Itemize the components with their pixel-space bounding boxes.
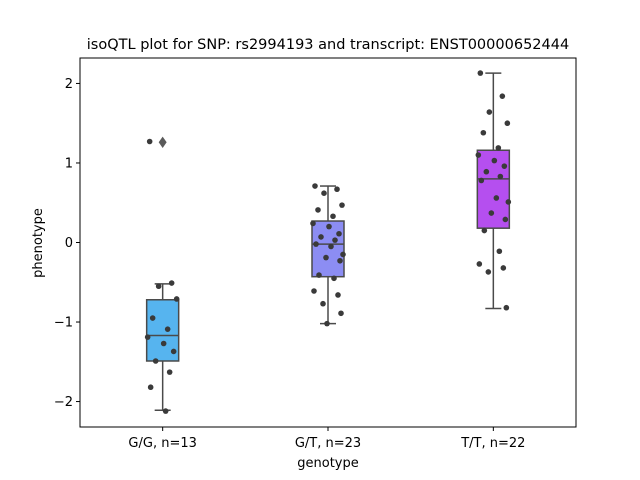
- box-group: [145, 136, 180, 412]
- y-tick-label: −1: [54, 316, 73, 331]
- y-tick-label: −2: [54, 395, 73, 410]
- data-point: [336, 230, 342, 237]
- data-point: [173, 296, 180, 302]
- data-point: [499, 93, 506, 99]
- y-axis-label: phenotype: [31, 208, 46, 278]
- data-point: [338, 310, 344, 317]
- x-tick-label: G/T, n=23: [295, 436, 361, 451]
- data-point: [323, 254, 329, 261]
- data-point: [316, 272, 322, 278]
- outlier-marker: [158, 136, 167, 148]
- data-point: [505, 199, 512, 205]
- data-point: [164, 326, 171, 332]
- data-point: [480, 129, 487, 136]
- x-axis: G/G, n=13 G/T, n=23 T/T, n=22: [128, 427, 525, 451]
- data-point: [486, 109, 493, 115]
- data-point: [502, 216, 509, 223]
- box: [476, 149, 511, 229]
- box-group: [311, 185, 345, 325]
- data-point: [310, 220, 316, 227]
- data-point: [168, 280, 175, 286]
- data-point: [496, 248, 503, 255]
- data-point: [328, 243, 334, 250]
- data-point: [495, 145, 502, 151]
- data-point: [330, 213, 336, 220]
- data-point: [146, 138, 153, 145]
- data-point: [166, 369, 173, 375]
- data-point: [312, 183, 318, 189]
- data-point: [155, 283, 162, 290]
- data-point: [152, 358, 159, 364]
- data-point: [331, 275, 337, 282]
- data-point: [147, 384, 154, 391]
- plot-area: [144, 70, 512, 414]
- data-point: [483, 168, 490, 175]
- y-tick-label: 0: [65, 236, 73, 251]
- data-point: [504, 120, 511, 127]
- data-point: [476, 261, 483, 267]
- data-point: [339, 202, 345, 208]
- data-point: [477, 70, 484, 76]
- data-point: [162, 408, 169, 414]
- data-point: [481, 227, 488, 234]
- x-tick-label: G/G, n=13: [128, 436, 196, 451]
- data-point: [335, 292, 341, 298]
- data-point: [144, 334, 151, 340]
- data-point: [475, 152, 482, 158]
- data-point: [485, 269, 492, 275]
- data-point: [313, 241, 319, 247]
- data-point: [501, 163, 508, 169]
- x-axis-label: genotype: [297, 456, 358, 471]
- data-point: [332, 237, 338, 243]
- data-point: [340, 251, 346, 258]
- data-point: [315, 207, 321, 213]
- chart-title: isoQTL plot for SNP: rs2994193 and trans…: [87, 37, 569, 53]
- x-tick-label: T/T, n=22: [460, 436, 525, 451]
- data-point: [326, 223, 332, 230]
- y-tick-label: 2: [65, 77, 73, 92]
- data-point: [149, 315, 156, 321]
- data-point: [321, 190, 327, 196]
- data-point: [337, 257, 343, 264]
- box: [311, 220, 345, 278]
- y-tick-label: 1: [65, 156, 73, 171]
- data-point: [493, 195, 500, 201]
- data-point: [491, 157, 498, 164]
- data-point: [160, 340, 167, 347]
- y-axis: −2 −1 0 1 2: [54, 77, 80, 410]
- data-point: [324, 320, 330, 327]
- data-point: [320, 300, 326, 307]
- data-point: [318, 234, 324, 240]
- data-point: [334, 186, 340, 193]
- data-point: [488, 210, 495, 216]
- data-point: [503, 304, 510, 311]
- box-group: [476, 72, 511, 310]
- data-point: [500, 265, 507, 271]
- data-point: [170, 348, 177, 355]
- data-point: [478, 177, 485, 184]
- data-point: [311, 288, 317, 294]
- data-point: [497, 173, 504, 180]
